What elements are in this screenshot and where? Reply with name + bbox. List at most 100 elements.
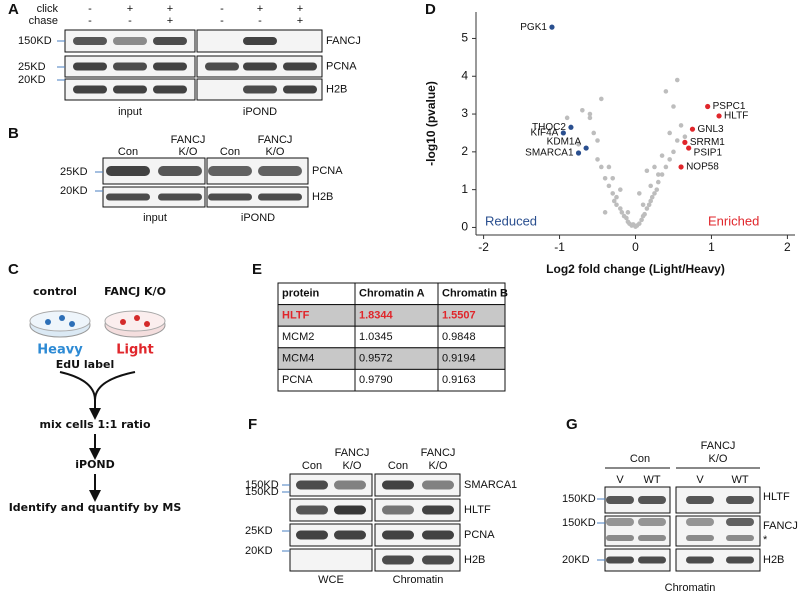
band [296,505,328,515]
table-cell: MCM4 [282,353,314,365]
data-point [624,215,629,221]
band [73,85,107,94]
data-point [587,111,593,117]
sign: + [167,15,173,27]
data-point [599,96,604,102]
table-cell: PCNA [282,374,313,386]
blot-box [206,186,309,208]
blot-box [675,548,761,572]
blot-box [289,548,373,572]
step: EdU label [56,358,114,371]
band [205,62,239,71]
group-label: input [118,106,142,118]
data-point [625,210,631,215]
data-point [654,187,660,192]
band [113,37,147,45]
annotation: Enriched [708,213,759,228]
band [422,530,454,540]
band [283,85,317,94]
protein-label: PCNA [464,529,495,541]
panel-letter: E [252,261,262,278]
x-tick-label: -2 [478,240,489,254]
blot-box [374,473,461,497]
band [208,166,252,176]
sign: - [88,3,92,15]
data-point [564,115,570,121]
band [422,505,454,515]
lane-label: FANCJ [335,447,370,459]
point-label: THOC2 [532,122,566,133]
y-tick-label: 4 [461,68,468,82]
data-point [580,107,585,113]
label: Light [116,343,154,358]
mw-label: 150KD [245,486,279,498]
protein-label: HLTF [763,491,790,503]
band [106,193,150,201]
y-tick-label: 1 [461,182,468,196]
data-point [595,157,600,162]
data-point [610,176,616,181]
band [726,556,754,564]
table-header: Chromatin A [359,288,425,300]
condition-label: K/O [709,453,728,465]
band [243,62,277,71]
protein-label: H2B [763,554,784,566]
band [726,518,754,526]
band [382,555,414,565]
panel-letter: G [566,416,578,433]
table-header: protein [282,288,320,300]
mw-label: 150KD [18,35,52,47]
protein-label: PCNA [326,60,357,72]
data-point [610,191,616,196]
band [243,37,277,45]
blot-box [289,523,373,547]
condition-label: FANCJ [701,440,736,452]
data-point [705,103,711,110]
asterisk: * [763,534,768,546]
data-point [663,164,669,170]
group-label: iPOND [243,106,277,118]
band [686,556,714,564]
sign: + [127,3,133,15]
row-label: chase [29,15,58,27]
band [296,530,328,540]
lane-label: WT [731,474,748,486]
point-label: PGK1 [520,22,547,33]
data-point [667,130,672,136]
y-tick-label: 2 [461,144,468,158]
data-point [636,191,642,196]
protein-label: PCNA [312,165,343,177]
table-cell: 0.9848 [442,331,476,343]
data-point [614,194,619,200]
lane-label: K/O [429,460,448,472]
band [113,62,147,71]
blot-box [374,523,461,547]
point-label: GNL3 [697,124,724,135]
lane-label: K/O [266,146,285,158]
data-point [606,183,612,189]
sign: - [220,15,224,27]
point-label: SMARCA1 [525,148,574,159]
row-label: click [37,3,59,15]
table-cell: MCM2 [282,331,314,343]
table-cell: 1.5507 [442,309,476,321]
y-tick-label: 3 [461,106,468,120]
data-point [614,202,619,208]
group-label: Chromatin [393,574,444,586]
band [382,505,414,515]
band [334,530,366,540]
band [638,556,666,564]
lane-label: K/O [179,146,198,158]
data-point [602,176,608,181]
condition-label: Con [630,453,650,465]
point-label: KDM1A [547,137,582,148]
mw-label: 150KD [245,479,279,491]
band [638,496,666,504]
lane-label: Con [220,146,240,158]
data-point [682,139,688,145]
data-point [671,104,676,109]
band [258,193,302,201]
data-point [678,123,684,128]
data-point [652,164,657,170]
